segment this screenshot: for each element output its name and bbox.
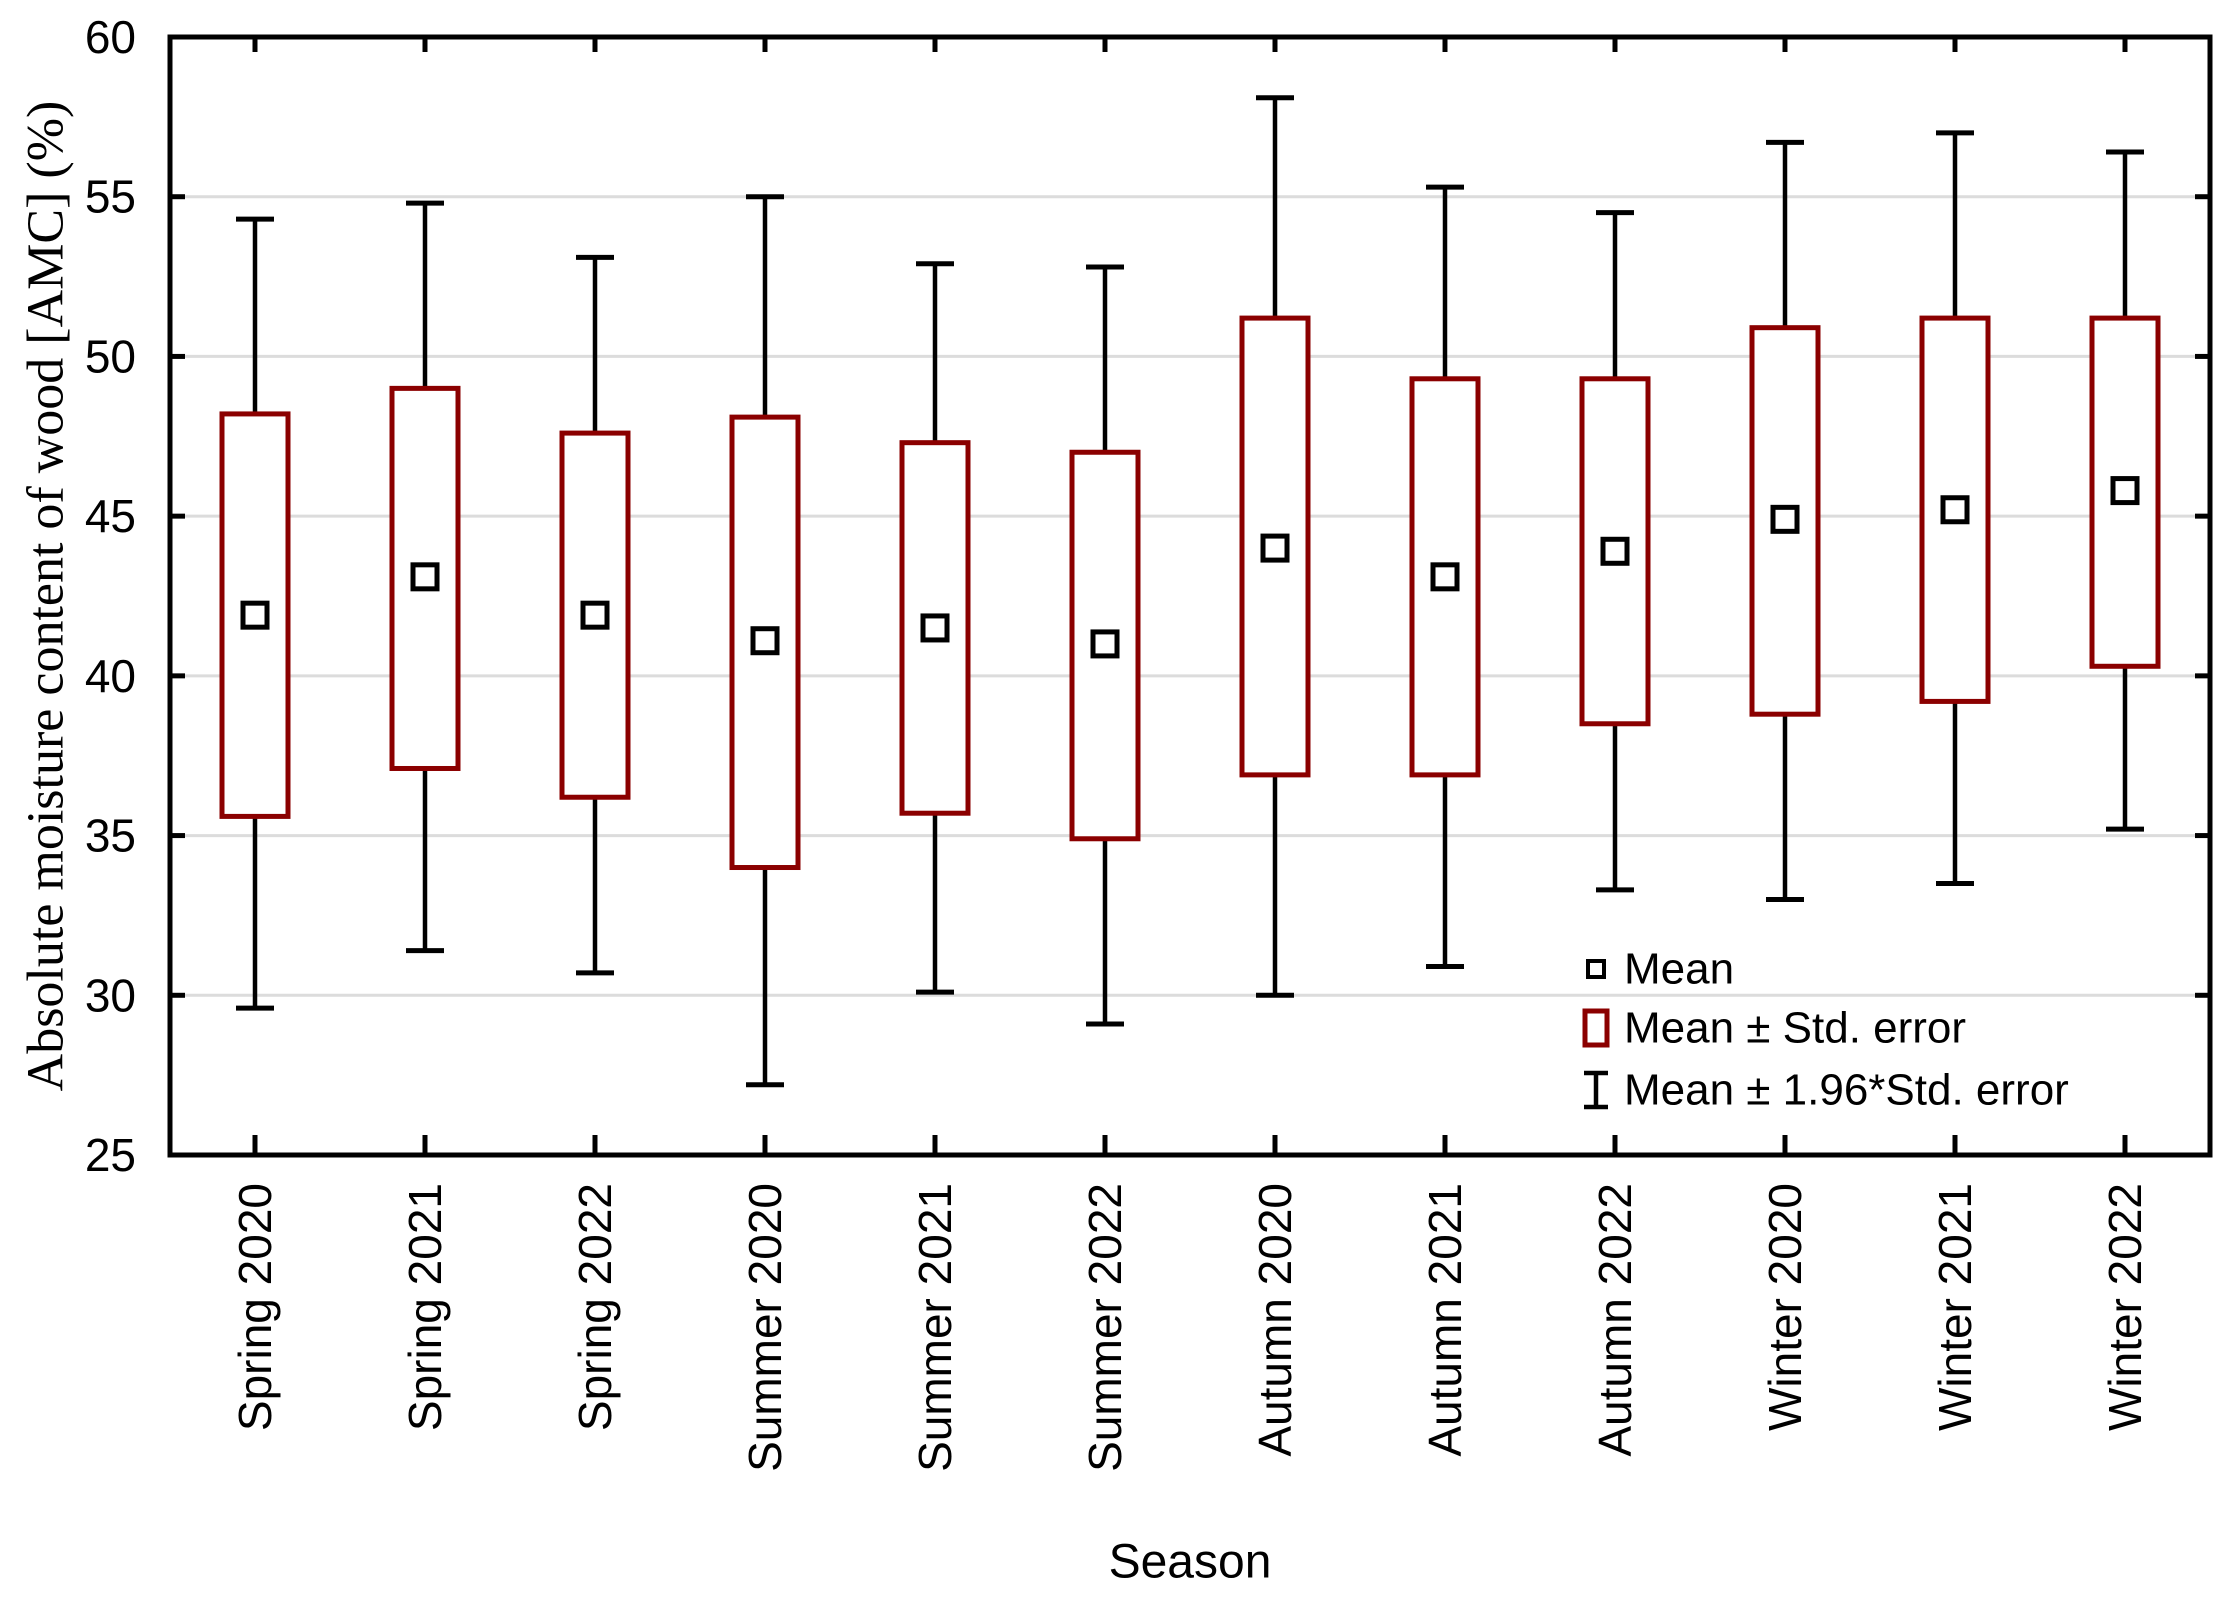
mean-marker [410, 562, 440, 592]
y-tick-label-40: 40 [85, 650, 136, 702]
box-group-11 [2089, 149, 2161, 832]
mean-marker [750, 626, 780, 656]
y-tick-label-30: 30 [85, 969, 136, 1021]
plot-frame [167, 34, 2213, 1158]
x-category-label-10: Winter 2021 [1929, 1183, 1981, 1431]
legend-stderr-box-icon [1582, 1008, 1610, 1048]
y-tick-label-25: 25 [85, 1129, 136, 1181]
x-category-label-2: Spring 2022 [569, 1183, 621, 1431]
y-axis-title: Absolute moisture content of wood [AMC] … [18, 101, 75, 1092]
y-tick-label-50: 50 [85, 330, 136, 382]
mean-marker [920, 613, 950, 643]
legend: Mean Mean ± Std. error Mean ± 1.96*Std. er… [1582, 945, 2069, 1115]
y-tick-label-35: 35 [85, 810, 136, 862]
y-tick-label-55: 55 [85, 171, 136, 223]
box-group-6 [1239, 95, 1311, 998]
box-group-10 [1919, 130, 1991, 886]
box-group-0 [219, 216, 291, 1011]
box-group-4 [899, 261, 971, 995]
mean-marker [1770, 504, 1800, 534]
y-tick-label-60: 60 [85, 11, 136, 63]
x-category-label-6: Autumn 2020 [1249, 1183, 1301, 1457]
legend-label-1: Mean ± Std. error [1624, 1004, 1966, 1053]
box-group-8 [1579, 210, 1651, 893]
x-category-label-0: Spring 2020 [229, 1183, 281, 1431]
x-category-label-3: Summer 2020 [739, 1183, 791, 1472]
x-category-label-11: Winter 2022 [2099, 1183, 2151, 1431]
x-axis-title: Season [1109, 1536, 1272, 1589]
mean-marker [1940, 495, 1970, 525]
box-group-7 [1409, 184, 1481, 970]
mean-marker [580, 600, 610, 630]
legend-label-0: Mean [1624, 945, 1734, 994]
mean-marker [1430, 562, 1460, 592]
box-group-9 [1749, 139, 1821, 902]
mean-marker [1090, 629, 1120, 659]
y-tick-label-45: 45 [85, 490, 136, 542]
mean-marker [2110, 476, 2140, 506]
mean-marker [240, 600, 270, 630]
x-category-label-4: Summer 2021 [909, 1183, 961, 1472]
x-category-label-9: Winter 2020 [1759, 1183, 1811, 1431]
box-group-1 [389, 200, 461, 954]
x-category-label-8: Autumn 2022 [1589, 1183, 1641, 1457]
mean-marker [1600, 536, 1630, 566]
mean-marker [1260, 533, 1290, 563]
x-category-label-1: Spring 2021 [399, 1183, 451, 1431]
box-group-3 [729, 194, 801, 1088]
x-category-label-5: Summer 2022 [1079, 1183, 1131, 1472]
stderr-box [219, 411, 291, 819]
box-group-2 [559, 254, 631, 976]
legend-label-2: Mean ± 1.96*Std. error [1624, 1066, 2069, 1115]
box-group-5 [1069, 264, 1141, 1027]
legend-mean-square-icon [1586, 959, 1606, 979]
x-category-label-7: Autumn 2021 [1419, 1183, 1471, 1457]
